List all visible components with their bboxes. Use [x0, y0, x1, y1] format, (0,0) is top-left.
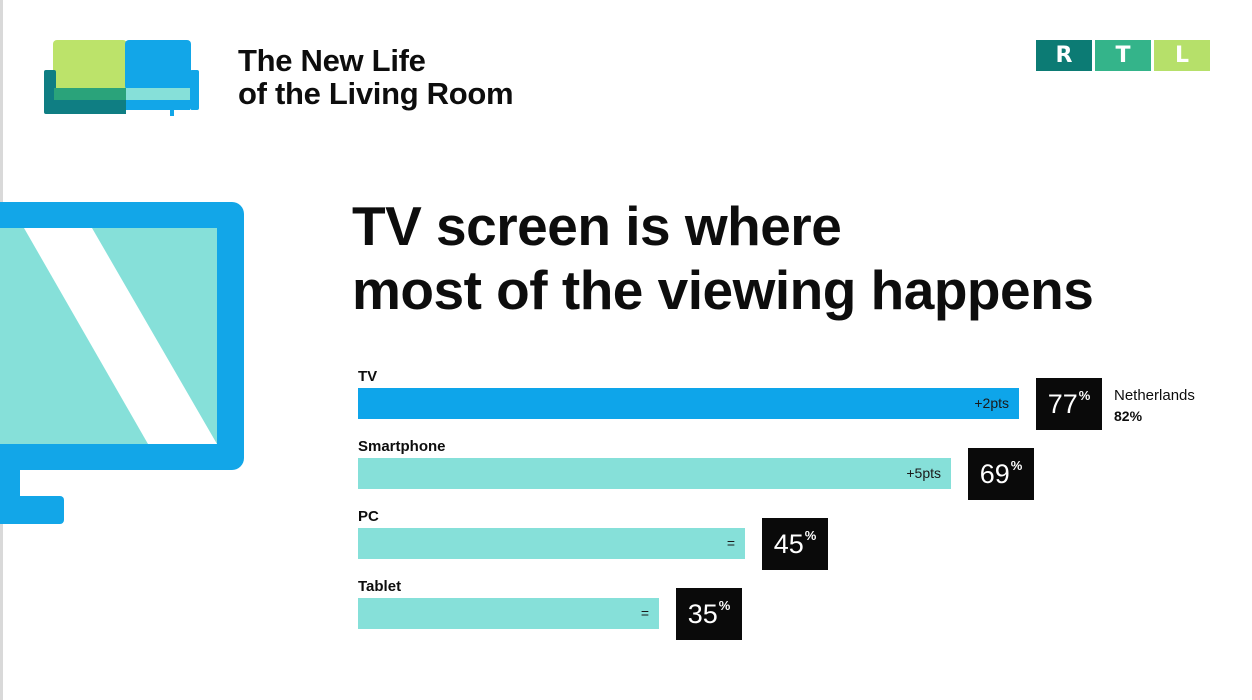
value-unit: %	[804, 528, 817, 543]
bar-pc	[358, 528, 745, 559]
bar-tv	[358, 388, 1019, 419]
netherlands-comparison: Netherlands 82%	[1114, 385, 1195, 427]
header-title-line1: The New Life	[238, 43, 426, 78]
category-label-tablet: Tablet	[358, 578, 402, 595]
tv-illustration-icon	[0, 202, 244, 524]
rtl-logo-l: L	[1154, 40, 1210, 71]
change-label-pc: =	[726, 535, 735, 551]
value-label-tablet: 35%	[676, 588, 742, 640]
value-number: 77	[1047, 388, 1078, 419]
value-number: 69	[979, 458, 1010, 489]
value-unit: %	[1010, 458, 1023, 473]
comparison-label: Netherlands	[1114, 387, 1195, 404]
change-label-tablet: =	[640, 605, 649, 621]
headline: TV screen is where most of the viewing h…	[352, 194, 1094, 322]
headline-line2: most of the viewing happens	[352, 259, 1094, 321]
value-number: 45	[773, 528, 804, 559]
bar-tablet	[358, 598, 659, 629]
headline-line1: TV screen is where	[352, 195, 842, 257]
value-unit: %	[718, 598, 731, 613]
rtl-logo: R T L	[1036, 40, 1210, 71]
rtl-logo-t: T	[1095, 40, 1151, 71]
header-title-line2: of the Living Room	[238, 76, 514, 111]
value-label-tv: 77%	[1036, 378, 1102, 430]
rtl-logo-r: R	[1036, 40, 1092, 71]
category-label-pc: PC	[358, 508, 379, 525]
value-number: 35	[687, 598, 718, 629]
category-label-tv: TV	[358, 368, 378, 385]
category-label-smartphone: Smartphone	[358, 438, 446, 455]
change-label-tv: +2pts	[974, 395, 1009, 411]
value-label-pc: 45%	[762, 518, 828, 570]
value-unit: %	[1078, 388, 1091, 403]
value-label-smartphone: 69%	[968, 448, 1034, 500]
change-label-smartphone: +5pts	[906, 465, 941, 481]
sofa-logo-icon	[44, 40, 199, 116]
bar-smartphone	[358, 458, 951, 489]
header-title: The New Life of the Living Room	[238, 43, 514, 111]
comparison-value: 82%	[1114, 408, 1143, 424]
